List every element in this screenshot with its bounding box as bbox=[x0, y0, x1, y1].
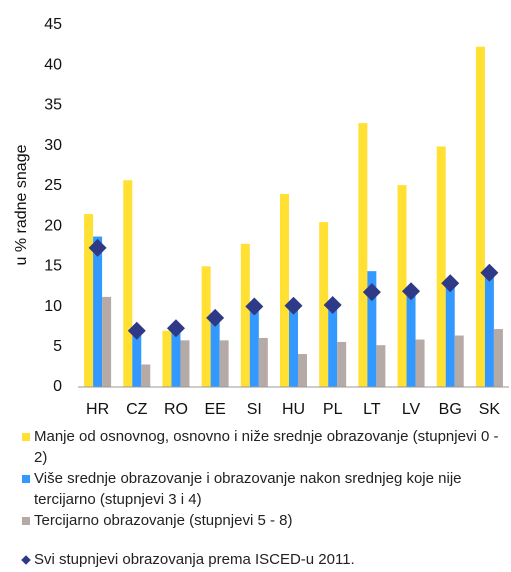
y-tick-label: 5 bbox=[53, 338, 62, 355]
bar bbox=[240, 243, 250, 387]
diamond-marker bbox=[362, 283, 381, 302]
legend-item: Manje od osnovnog, osnovno i niže srednj… bbox=[22, 426, 502, 468]
diamond-marker bbox=[88, 238, 107, 257]
bar bbox=[132, 328, 142, 387]
bar bbox=[141, 364, 151, 387]
legend-swatch bbox=[22, 433, 30, 441]
x-tick-label: SI bbox=[247, 401, 262, 418]
x-tick-label: RO bbox=[164, 401, 188, 418]
bar bbox=[376, 345, 386, 387]
bar bbox=[445, 280, 455, 387]
legend-swatch bbox=[21, 555, 31, 565]
x-tick-label: CZ bbox=[126, 401, 148, 418]
diamond-marker bbox=[323, 295, 342, 314]
chart: u % radne snage 0 5 10 15 20 25 30 35 40 45 HR CZ RO… bbox=[13, 16, 509, 418]
bar bbox=[258, 337, 268, 387]
diamond-marker bbox=[284, 296, 303, 315]
diamond-marker bbox=[480, 263, 499, 282]
x-tick-label: LV bbox=[402, 401, 421, 418]
x-tick-label: SK bbox=[479, 401, 501, 418]
diamond-marker bbox=[245, 297, 264, 316]
x-tick-label: BG bbox=[439, 401, 462, 418]
bar bbox=[367, 271, 377, 387]
diamond-marker bbox=[166, 319, 185, 338]
legend-swatch bbox=[22, 517, 30, 525]
y-tick-label: 25 bbox=[44, 177, 62, 194]
bar bbox=[493, 329, 503, 387]
bar bbox=[358, 123, 368, 388]
bar bbox=[454, 335, 464, 387]
bar bbox=[475, 46, 485, 387]
x-tick-label: LT bbox=[363, 401, 381, 418]
diamond-marker bbox=[441, 274, 460, 293]
bar bbox=[84, 214, 94, 387]
legend-item: Tercijarno obrazovanje (stupnjevi 5 - 8) bbox=[22, 510, 502, 531]
y-tick-label: 30 bbox=[44, 137, 62, 154]
legend-label: Svi stupnjevi obrazovanja prema ISCED-u … bbox=[34, 551, 355, 568]
bar bbox=[219, 340, 229, 387]
y-tick-label: 35 bbox=[44, 97, 62, 114]
legend-item: Svi stupnjevi obrazovanja prema ISCED-u … bbox=[21, 549, 502, 570]
diamond-marker bbox=[402, 282, 421, 301]
bar bbox=[298, 354, 307, 387]
bar bbox=[210, 316, 220, 387]
legend: Manje od osnovnog, osnovno i niže srednj… bbox=[21, 426, 502, 570]
legend-label: Tercijarno obrazovanje (stupnjevi 5 - 8) bbox=[34, 512, 293, 529]
y-tick-label: 0 bbox=[53, 378, 62, 395]
diamond-marker bbox=[127, 321, 146, 340]
bar bbox=[415, 339, 425, 387]
bar bbox=[171, 324, 181, 387]
bar bbox=[162, 330, 172, 387]
y-tick-label: 10 bbox=[44, 298, 62, 315]
bar bbox=[289, 302, 298, 387]
bar bbox=[102, 296, 112, 387]
legend-label: Više srednje obrazovanje i obrazovanje n… bbox=[34, 470, 462, 508]
legend-label: Manje od osnovnog, osnovno i niže srednj… bbox=[34, 428, 499, 466]
y-tick-label: 20 bbox=[44, 217, 62, 234]
bar bbox=[436, 146, 446, 387]
x-tick-label: PL bbox=[323, 401, 343, 418]
bar bbox=[319, 222, 329, 387]
bar bbox=[280, 193, 289, 387]
bar bbox=[93, 236, 103, 387]
legend-item: Više srednje obrazovanje i obrazovanje n… bbox=[22, 468, 502, 510]
y-tick-label: 45 bbox=[44, 16, 62, 33]
bar bbox=[123, 180, 133, 387]
x-tick-label: HU bbox=[282, 401, 305, 418]
diamond-marker bbox=[206, 308, 225, 327]
bar bbox=[180, 340, 190, 387]
y-axis-label: u % radne snage bbox=[13, 144, 30, 265]
x-tick-label: EE bbox=[204, 401, 225, 418]
legend-swatch bbox=[22, 475, 30, 483]
y-tick-label: 40 bbox=[44, 56, 62, 73]
bar bbox=[201, 266, 211, 387]
bar bbox=[406, 289, 416, 387]
bar bbox=[328, 302, 338, 387]
bar bbox=[397, 185, 407, 387]
y-tick-label: 15 bbox=[44, 258, 62, 275]
bar bbox=[484, 271, 494, 387]
x-tick-label: HR bbox=[86, 401, 109, 418]
bar bbox=[249, 304, 259, 387]
bar bbox=[337, 341, 347, 387]
